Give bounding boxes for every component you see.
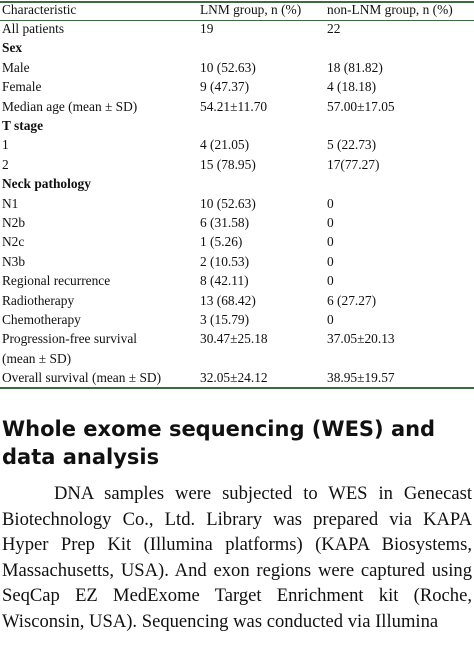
table-top-rule (0, 1, 474, 3)
cell-lnm: 6 (31.58) (200, 215, 250, 230)
cell-characteristic: (mean ± SD) (2, 350, 72, 366)
cell-lnm: 10 (52.63) (200, 195, 256, 211)
cell-non-lnm: 6 (27.27) (327, 292, 377, 308)
cell-characteristic: Male (2, 59, 30, 75)
cell-characteristic: Median age (mean ± SD) (2, 98, 138, 114)
cell-lnm: 13 (68.42) (200, 292, 256, 308)
cell-characteristic: Chemotherapy (2, 312, 81, 327)
cell-non-lnm: 37.05±20.13 (327, 331, 395, 347)
section-paragraph: DNA samples were subjected to WES in Gen… (2, 483, 472, 632)
cell-characteristic: 2 (2, 156, 9, 172)
cell-non-lnm: 4 (18.18) (327, 79, 377, 95)
cell-non-lnm: 17(77.27) (327, 156, 380, 172)
cell-characteristic: All patients (2, 21, 65, 36)
cell-non-lnm: 0 (327, 215, 334, 230)
cell-characteristic: N2b (2, 215, 26, 230)
cell-non-lnm: 38.95±19.57 (327, 370, 395, 386)
cell-characteristic: Sex (2, 40, 23, 56)
cell-non-lnm: 0 (327, 253, 334, 269)
cell-non-lnm: 0 (327, 312, 334, 327)
cell-lnm: 4 (21.05) (200, 137, 250, 153)
cell-non-lnm: 18 (81.82) (327, 59, 383, 75)
section-heading: Whole exome sequencing (WES) and data an… (2, 417, 436, 469)
cell-non-lnm: 57.00±17.05 (327, 98, 395, 114)
cell-characteristic: T stage (2, 118, 44, 133)
cell-lnm: 9 (47.37) (200, 79, 250, 95)
cell-non-lnm: 0 (327, 273, 334, 289)
column-header-non-lnm: non-LNM group, n (%) (327, 2, 453, 17)
cell-lnm: 54.21±11.70 (200, 98, 268, 114)
cell-non-lnm: 5 (22.73) (327, 137, 377, 153)
cell-characteristic: Female (2, 79, 42, 95)
cell-characteristic: Regional recurrence (2, 273, 111, 289)
cell-non-lnm: 0 (327, 234, 334, 250)
cell-lnm: 32.05±24.12 (200, 370, 268, 386)
table-header-rule (0, 20, 474, 21)
cell-lnm: 8 (42.11) (200, 273, 249, 289)
cell-lnm: 15 (78.95) (200, 156, 256, 172)
cell-characteristic: 1 (2, 137, 9, 153)
column-header-lnm: LNM group, n (%) (200, 2, 302, 17)
table-bottom-rule (0, 387, 474, 389)
cell-non-lnm: 0 (327, 195, 334, 211)
cell-characteristic: Progression-free survival (2, 331, 137, 347)
cell-non-lnm: 22 (327, 21, 341, 36)
cell-characteristic: Neck pathology (2, 176, 91, 192)
cell-lnm: 3 (15.79) (200, 312, 250, 327)
cell-lnm: 19 (200, 21, 214, 36)
column-header-characteristic: Characteristic (2, 2, 77, 17)
cell-characteristic: N2c (2, 234, 25, 250)
cell-characteristic: Radiotherapy (2, 292, 75, 308)
cell-lnm: 30.47±25.18 (200, 331, 268, 347)
cell-lnm: 2 (10.53) (200, 253, 250, 269)
cell-characteristic: Overall survival (mean ± SD) (2, 370, 162, 386)
cell-lnm: 1 (5.26) (200, 234, 243, 250)
cell-lnm: 10 (52.63) (200, 59, 256, 75)
cell-characteristic: N1 (2, 195, 19, 211)
cell-characteristic: N3b (2, 253, 26, 269)
